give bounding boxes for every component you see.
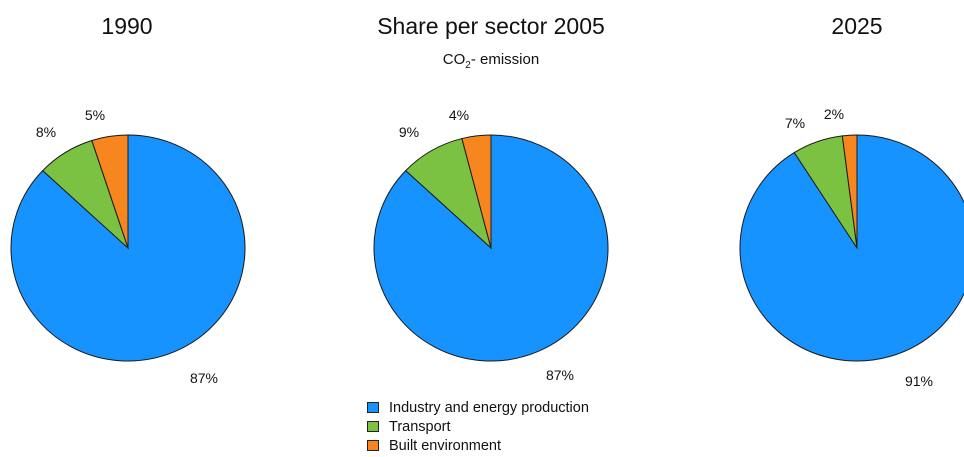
pie-1990: 87% 8% 5% xyxy=(10,107,246,386)
value-label-1990-transport: 8% xyxy=(36,124,56,140)
pie-title-2025: 2025 xyxy=(831,13,883,39)
subtitle-subscript: 2 xyxy=(465,60,471,71)
legend-item-built: Built environment xyxy=(367,436,589,455)
value-label-2025-industry: 91% xyxy=(905,373,933,389)
value-label-2005-industry: 87% xyxy=(546,367,574,383)
value-label-2025-transport: 7% xyxy=(785,115,805,131)
legend-swatch-built xyxy=(367,440,379,451)
chart-subtitle: CO2- emission xyxy=(443,51,539,71)
value-label-1990-industry: 87% xyxy=(190,370,218,386)
value-label-2025-built: 2% xyxy=(824,106,844,122)
value-label-1990-built: 5% xyxy=(85,107,105,123)
legend-swatch-industry xyxy=(367,402,379,413)
legend-label-transport: Transport xyxy=(389,418,451,435)
value-label-2005-built: 4% xyxy=(449,107,469,123)
slice-2025-industry xyxy=(739,134,964,362)
subtitle-tail: - emission xyxy=(470,51,540,68)
legend-swatch-transport xyxy=(367,421,379,432)
subtitle-main: CO xyxy=(442,51,466,68)
slice-1990-built xyxy=(91,134,129,249)
slice-2005-built xyxy=(461,134,492,249)
legend-label-industry: Industry and energy production xyxy=(389,399,589,416)
legend-item-industry: Industry and energy production xyxy=(367,398,589,417)
value-label-2005-transport: 9% xyxy=(399,124,419,140)
pie-title-1990: 1990 xyxy=(101,13,153,39)
legend-item-transport: Transport xyxy=(367,417,589,436)
pie-2025: 91% 7% 2% xyxy=(739,106,964,389)
chart-title: Share per sector 2005 xyxy=(377,13,605,39)
legend: Industry and energy production Transport… xyxy=(367,398,589,455)
pie-2005: 87% 9% 4% xyxy=(373,107,609,383)
legend-label-built: Built environment xyxy=(389,437,502,454)
slice-2025-built xyxy=(841,134,858,249)
